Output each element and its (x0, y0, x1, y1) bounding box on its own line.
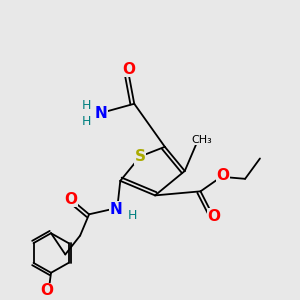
Text: H: H (81, 115, 91, 128)
Text: S: S (135, 149, 146, 164)
Text: H: H (81, 99, 91, 112)
Text: O: O (122, 62, 135, 77)
Text: N: N (110, 202, 122, 217)
Text: O: O (207, 208, 220, 224)
Text: O: O (216, 168, 229, 183)
Text: O: O (41, 283, 54, 298)
Text: H: H (128, 209, 137, 222)
Text: CH₃: CH₃ (192, 135, 212, 145)
Text: O: O (65, 192, 78, 207)
Text: N: N (94, 106, 107, 121)
